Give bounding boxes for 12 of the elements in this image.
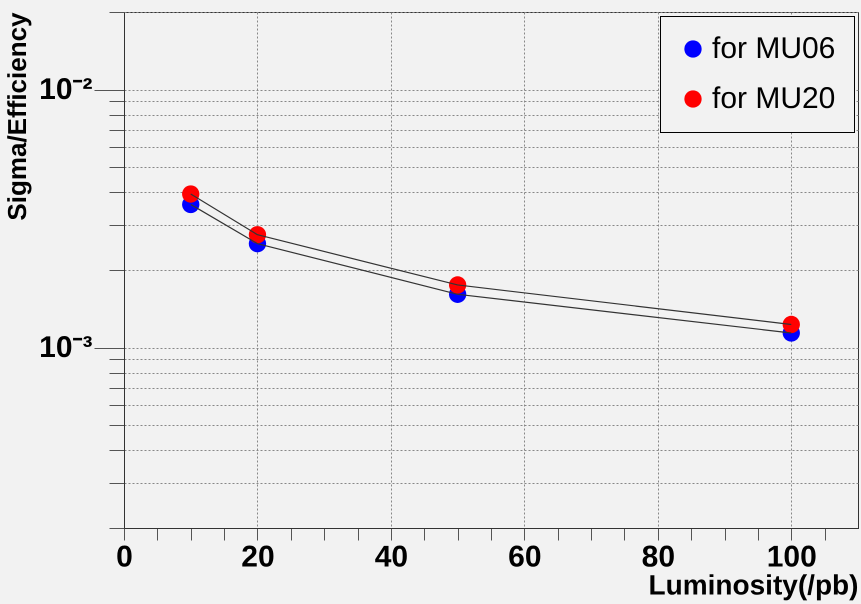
y-tick-label: 10⁻² <box>39 73 93 106</box>
x-tick-label: 40 <box>374 540 408 574</box>
x-tick-label: 0 <box>116 540 133 574</box>
y-tick-label: 10⁻³ <box>39 331 93 364</box>
legend-label: for MU06 <box>712 32 836 65</box>
x-tick-label: 20 <box>241 540 275 574</box>
point <box>782 316 800 334</box>
legend-label: for MU20 <box>712 82 836 115</box>
point <box>182 185 200 203</box>
y-axis-title: Sigma/Efficiency <box>2 12 32 221</box>
point <box>448 276 466 294</box>
x-tick-label: 60 <box>508 540 542 574</box>
